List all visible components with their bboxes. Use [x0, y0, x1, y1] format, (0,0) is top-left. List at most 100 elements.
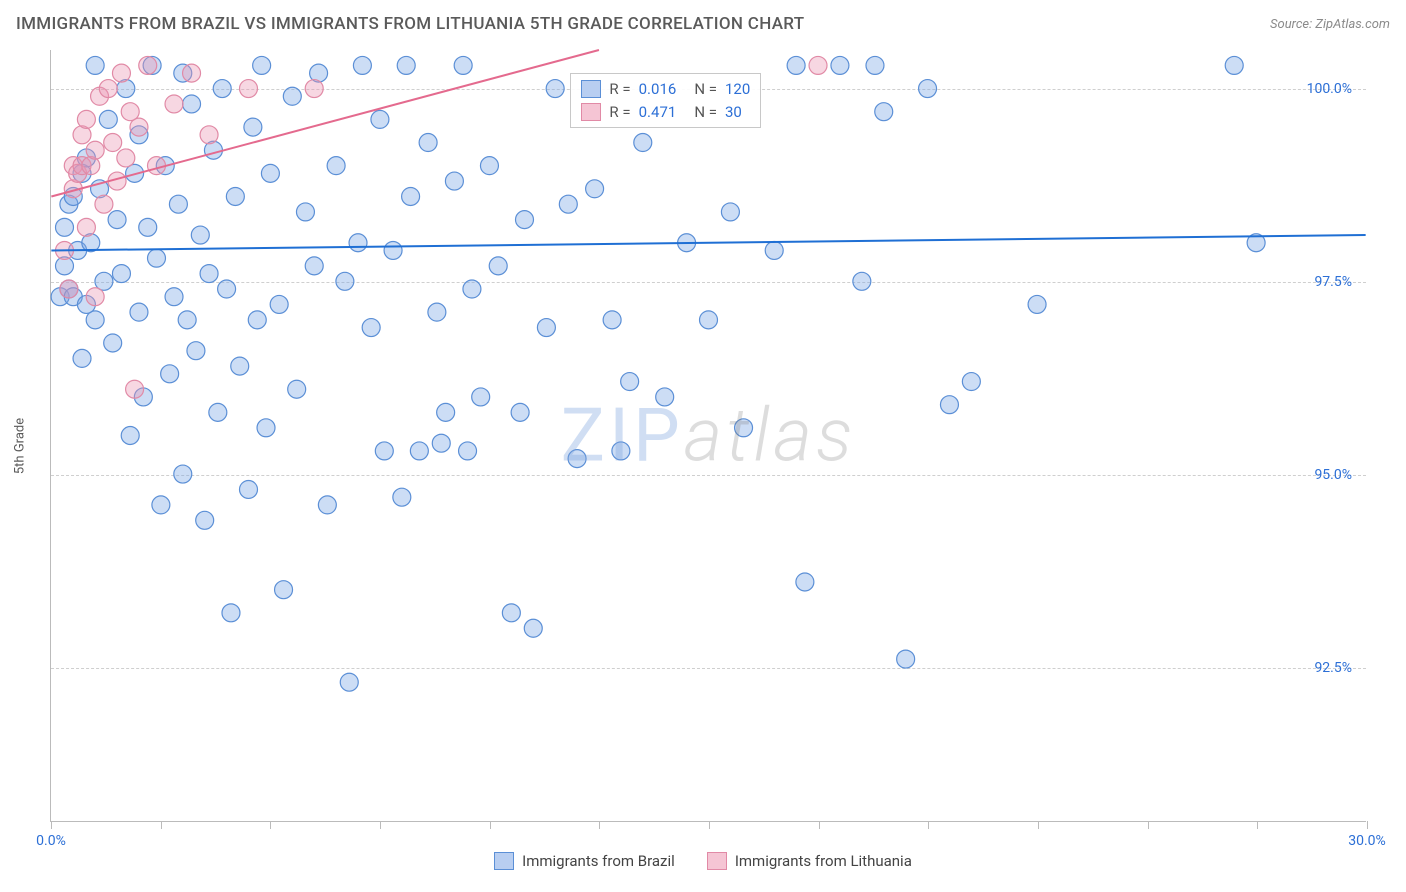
- scatter-point-brazil: [73, 349, 91, 367]
- legend-stats-row: R =0.471N = 30: [581, 101, 750, 124]
- scatter-point-brazil: [244, 118, 262, 136]
- scatter-point-brazil: [275, 581, 293, 599]
- scatter-point-brazil: [318, 496, 336, 514]
- legend-swatch: [494, 852, 514, 870]
- scatter-point-brazil: [336, 272, 354, 290]
- legend-n-label: N =: [694, 78, 717, 101]
- scatter-point-brazil: [327, 157, 345, 175]
- scatter-point-brazil: [222, 604, 240, 622]
- legend-n-value: 120: [725, 78, 750, 101]
- scatter-point-brazil: [897, 650, 915, 668]
- legend-swatch: [581, 80, 601, 98]
- scatter-point-lithuania: [112, 64, 130, 82]
- scatter-point-lithuania: [183, 64, 201, 82]
- scatter-point-brazil: [99, 110, 117, 128]
- scatter-point-brazil: [226, 188, 244, 206]
- scatter-point-brazil: [940, 396, 958, 414]
- scatter-point-brazil: [437, 403, 455, 421]
- scatter-point-brazil: [209, 403, 227, 421]
- scatter-point-brazil: [165, 288, 183, 306]
- scatter-point-brazil: [962, 373, 980, 391]
- scatter-point-brazil: [568, 450, 586, 468]
- scatter-point-brazil: [787, 56, 805, 74]
- scatter-point-brazil: [875, 103, 893, 121]
- scatter-point-brazil: [371, 110, 389, 128]
- scatter-point-brazil: [621, 373, 639, 391]
- x-tick: [928, 821, 929, 829]
- x-tick: [1148, 821, 1149, 829]
- scatter-point-brazil: [410, 442, 428, 460]
- legend-bottom: Immigrants from Brazil Immigrants from Li…: [0, 852, 1406, 870]
- scatter-point-brazil: [305, 257, 323, 275]
- legend-label: Immigrants from Lithuania: [735, 852, 912, 870]
- scatter-point-lithuania: [60, 280, 78, 298]
- scatter-point-brazil: [240, 480, 258, 498]
- scatter-point-brazil: [586, 180, 604, 198]
- scatter-point-lithuania: [95, 195, 113, 213]
- scatter-svg: [51, 50, 1366, 821]
- scatter-point-brazil: [183, 95, 201, 113]
- scatter-point-brazil: [86, 311, 104, 329]
- scatter-point-brazil: [831, 56, 849, 74]
- scatter-point-brazil: [1225, 56, 1243, 74]
- scatter-point-brazil: [700, 311, 718, 329]
- scatter-point-brazil: [86, 56, 104, 74]
- legend-item: Immigrants from Brazil: [494, 852, 675, 870]
- scatter-point-lithuania: [126, 380, 144, 398]
- legend-swatch: [707, 852, 727, 870]
- scatter-point-brazil: [213, 80, 231, 98]
- x-tick: [709, 821, 710, 829]
- scatter-point-lithuania: [77, 110, 95, 128]
- scatter-point-brazil: [472, 388, 490, 406]
- x-tick: [51, 821, 52, 829]
- plot-area: 92.5%95.0%97.5%100.0% ZIPatlas R =0.016N…: [50, 50, 1366, 822]
- scatter-point-brazil: [502, 604, 520, 622]
- scatter-point-brazil: [296, 203, 314, 221]
- legend-r-value: 0.471: [639, 101, 677, 124]
- scatter-point-lithuania: [86, 288, 104, 306]
- scatter-point-brazil: [796, 573, 814, 591]
- scatter-point-brazil: [489, 257, 507, 275]
- scatter-point-brazil: [511, 403, 529, 421]
- legend-n-label: N =: [694, 101, 717, 124]
- scatter-point-lithuania: [99, 80, 117, 98]
- scatter-point-brazil: [112, 265, 130, 283]
- legend-r-label: R =: [609, 78, 630, 101]
- x-tick-label: 30.0%: [1348, 833, 1386, 849]
- x-tick: [490, 821, 491, 829]
- scatter-point-brazil: [130, 303, 148, 321]
- scatter-point-brazil: [231, 357, 249, 375]
- scatter-point-brazil: [353, 56, 371, 74]
- scatter-point-brazil: [480, 157, 498, 175]
- scatter-point-brazil: [559, 195, 577, 213]
- scatter-point-brazil: [656, 388, 674, 406]
- scatter-point-brazil: [253, 56, 271, 74]
- x-tick: [819, 821, 820, 829]
- source-label: Source: ZipAtlas.com: [1270, 17, 1390, 32]
- x-tick: [1257, 821, 1258, 829]
- scatter-point-brazil: [375, 442, 393, 460]
- scatter-point-lithuania: [130, 118, 148, 136]
- scatter-point-brazil: [866, 56, 884, 74]
- scatter-point-brazil: [261, 164, 279, 182]
- scatter-point-brazil: [148, 249, 166, 267]
- scatter-point-brazil: [384, 241, 402, 259]
- scatter-point-brazil: [257, 419, 275, 437]
- x-tick: [380, 821, 381, 829]
- legend-r-value: 0.016: [639, 78, 677, 101]
- scatter-point-brazil: [139, 218, 157, 236]
- legend-stats-row: R = 0.016 N = 120: [581, 78, 750, 101]
- scatter-point-brazil: [735, 419, 753, 437]
- scatter-point-brazil: [362, 319, 380, 337]
- scatter-point-brazil: [393, 488, 411, 506]
- scatter-point-lithuania: [139, 56, 157, 74]
- legend-item: Immigrants from Lithuania: [707, 852, 912, 870]
- scatter-point-brazil: [603, 311, 621, 329]
- scatter-point-brazil: [546, 80, 564, 98]
- scatter-point-brazil: [349, 234, 367, 252]
- scatter-point-brazil: [169, 195, 187, 213]
- scatter-point-lithuania: [86, 141, 104, 159]
- scatter-point-brazil: [340, 673, 358, 691]
- scatter-point-brazil: [419, 134, 437, 152]
- scatter-point-brazil: [634, 134, 652, 152]
